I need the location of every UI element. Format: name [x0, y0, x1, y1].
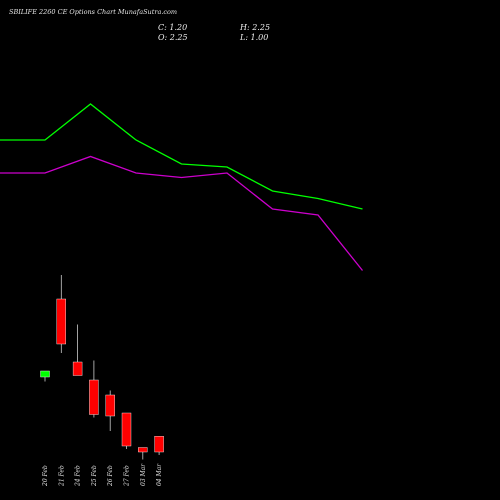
high-value: H: 2.25: [240, 23, 271, 32]
x-tick-label: 26 Feb: [107, 465, 114, 487]
x-tick-label: 03 Mar: [140, 463, 147, 486]
candle-body: [56, 298, 66, 345]
candle-body: [121, 412, 132, 447]
candle-body: [105, 394, 115, 417]
close-value: C: 1.20: [158, 23, 188, 32]
x-tick-label: 27 Feb: [124, 465, 131, 487]
candle-body: [89, 379, 99, 415]
low-value: L: 1.00: [240, 33, 269, 42]
x-tick-label: 20 Feb: [42, 465, 49, 487]
candle-body: [72, 361, 83, 376]
candle-body: [138, 447, 148, 453]
green-line: [0, 103, 363, 210]
candle-body: [154, 436, 164, 453]
magenta-line: [0, 155, 364, 271]
x-tick-label: 21 Feb: [58, 465, 65, 487]
x-tick-label: 25 Feb: [91, 465, 98, 487]
chart-title: SBILIFE 2260 CE Options Chart MunafaSutr…: [9, 8, 178, 16]
x-tick-label: 24 Feb: [75, 465, 82, 487]
candle-body: [40, 370, 50, 378]
open-value: O: 2.25: [158, 33, 188, 42]
x-tick-label: 04 Mar: [156, 463, 163, 486]
